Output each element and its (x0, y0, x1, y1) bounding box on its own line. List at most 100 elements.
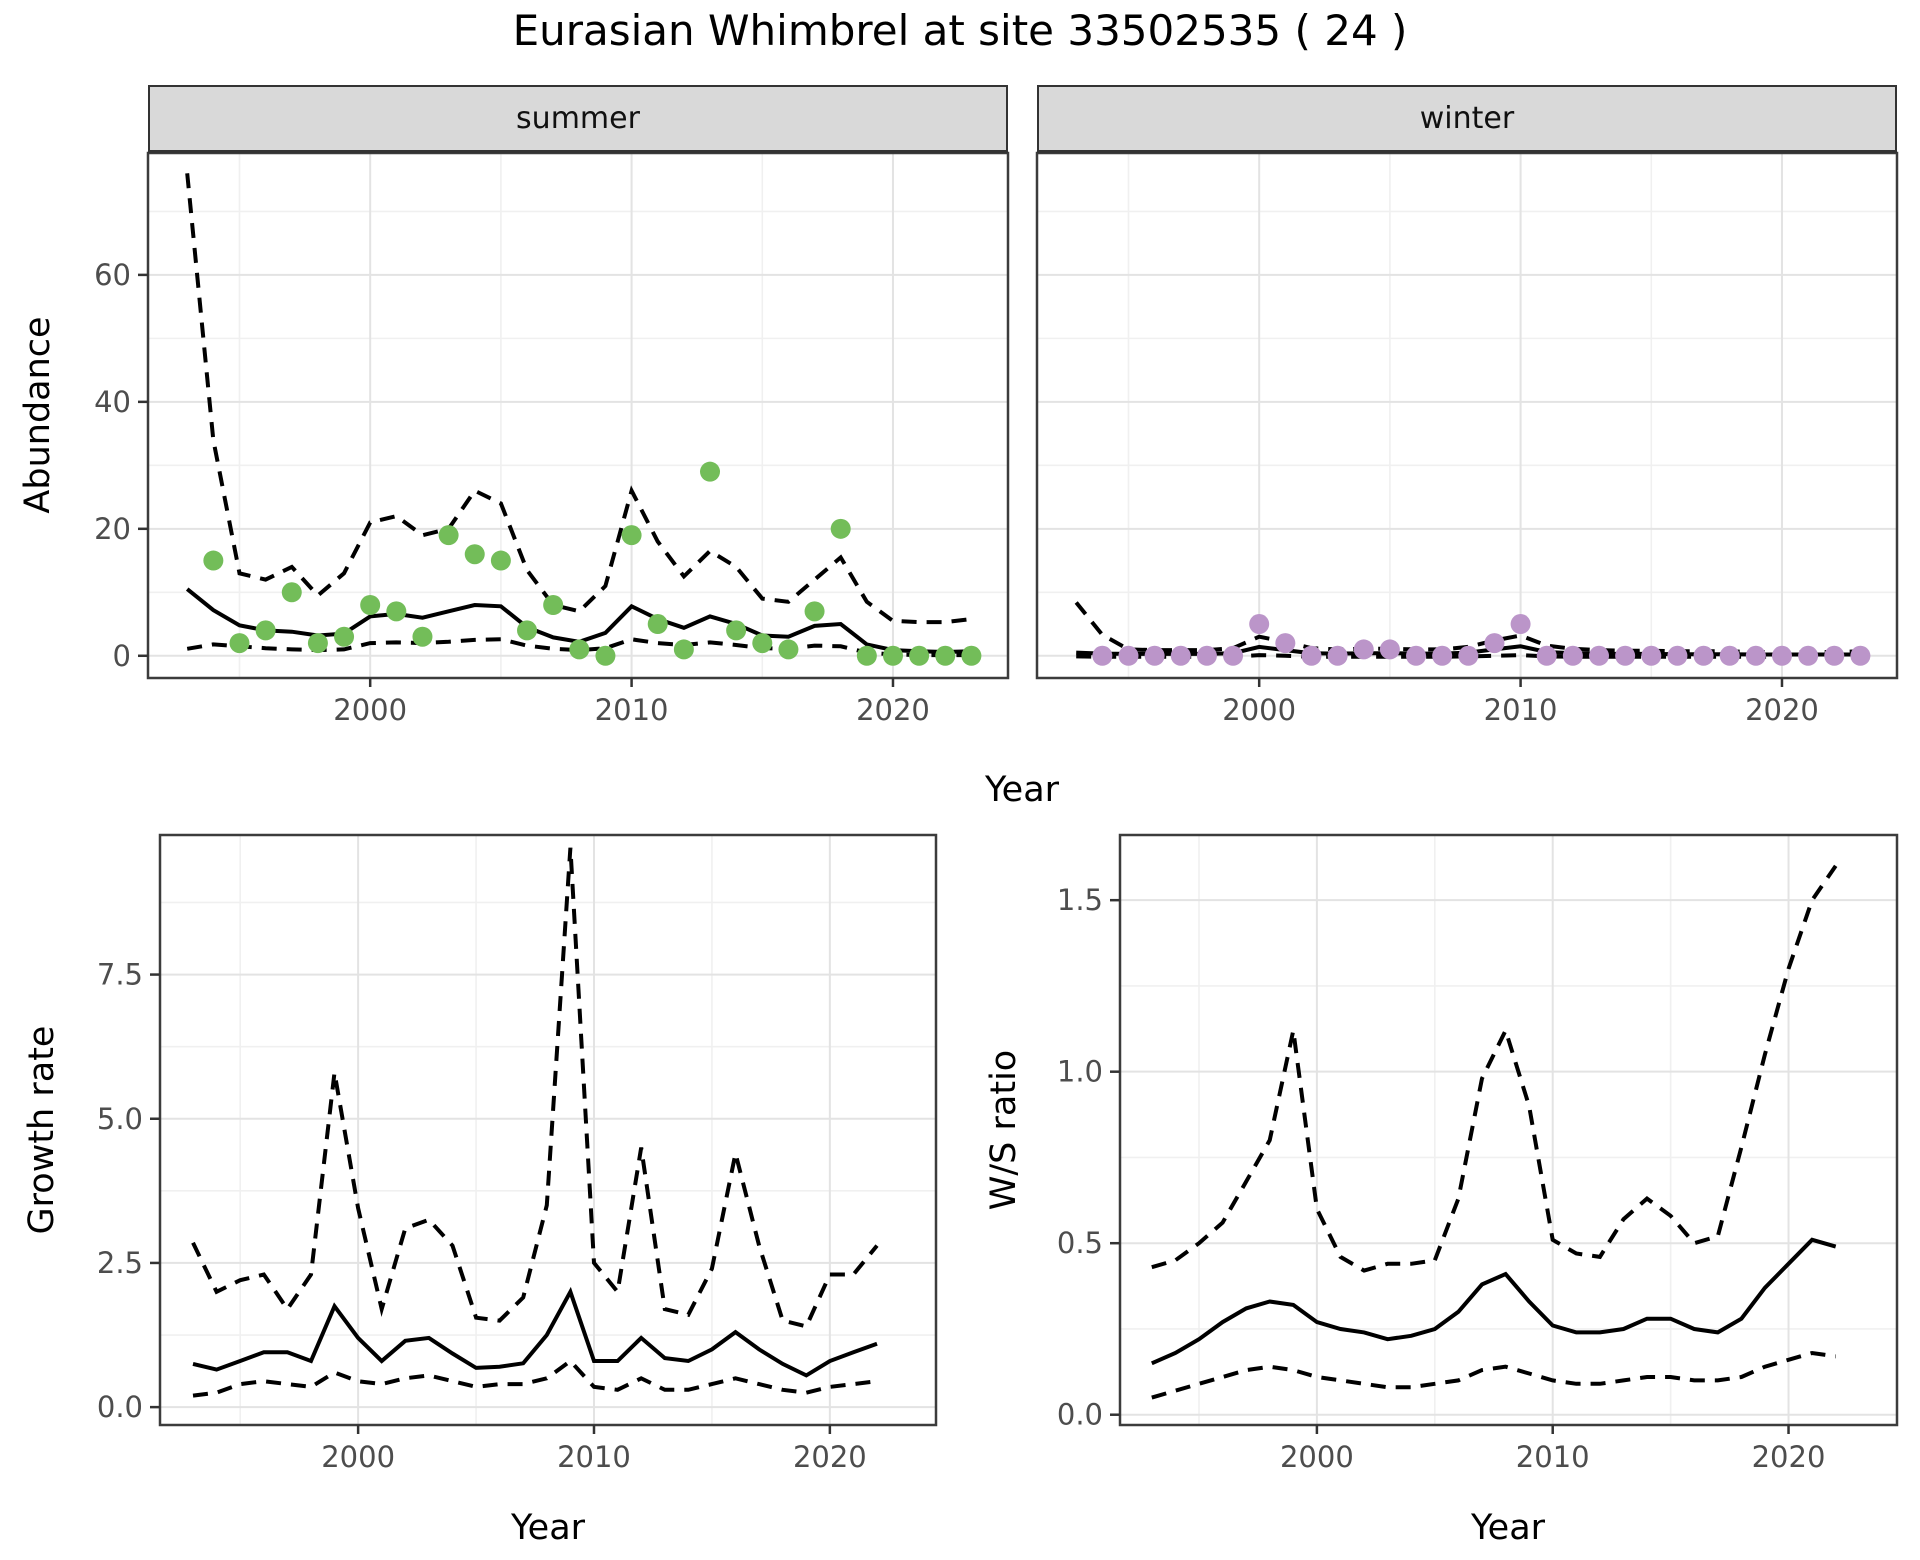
x-tick-label: 2000 (321, 1440, 395, 1474)
data-point (1562, 645, 1583, 666)
x-tick-label: 2020 (856, 693, 930, 727)
series-group (1151, 864, 1838, 1400)
panel-background (148, 153, 1008, 678)
data-point (1353, 639, 1374, 660)
x-tick-label: 2000 (1222, 693, 1296, 727)
x-tick-label: 2000 (333, 693, 407, 727)
data-point (804, 601, 825, 622)
data-point (1327, 645, 1348, 666)
data-point (1693, 645, 1714, 666)
y-tick-label: 0.5 (1057, 1226, 1103, 1260)
data-point (961, 645, 982, 666)
y-tick-label: 40 (94, 385, 131, 419)
data-point (647, 614, 668, 635)
y-tick-label: 7.5 (97, 958, 143, 992)
data-point (882, 645, 903, 666)
data-point (1484, 633, 1505, 654)
ci-upper-line (1151, 864, 1838, 1273)
data-point (1667, 645, 1688, 666)
x-tick-label: 2010 (557, 1440, 631, 1474)
panel-border (1035, 151, 1899, 680)
y-axis-title-growth-rate: Growth rate (22, 1025, 62, 1235)
data-point (1379, 639, 1400, 660)
data-point (255, 620, 276, 641)
data-point (281, 582, 302, 603)
data-point (1432, 645, 1453, 666)
y-axis-title-abundance: Abundance (18, 316, 58, 514)
data-point (569, 639, 590, 660)
ci-lower-line (1151, 1350, 1836, 1400)
data-point (438, 525, 459, 546)
data-point (1170, 645, 1191, 666)
panel-border (146, 151, 1010, 680)
ci-upper-line (185, 173, 972, 625)
data-point (334, 626, 355, 647)
x-tick-label: 2020 (1752, 1440, 1826, 1474)
data-point (752, 633, 773, 654)
x-tick-label: 2010 (1484, 693, 1558, 727)
data-point (203, 550, 224, 571)
x-tick-label: 2000 (1280, 1440, 1354, 1474)
data-point (1223, 645, 1244, 666)
data-point (1275, 633, 1296, 654)
panel-border (1118, 833, 1899, 1427)
data-point (700, 461, 721, 482)
data-point (360, 594, 381, 615)
data-point (1850, 645, 1871, 666)
data-point (1536, 645, 1557, 666)
data-point (1118, 645, 1139, 666)
y-tick-label: 20 (94, 512, 131, 546)
y-axis-title-ws-ratio: W/S ratio (984, 1049, 1024, 1211)
data-point (1641, 645, 1662, 666)
panel-background (1120, 835, 1897, 1425)
data-point (595, 645, 616, 666)
x-axis-title-top: Year (984, 770, 1060, 810)
data-point (621, 525, 642, 546)
data-point (726, 620, 747, 641)
y-tick-label: 60 (94, 258, 131, 292)
data-point (1092, 645, 1113, 666)
x-axis-title-ws: Year (1470, 1508, 1546, 1548)
data-point (1589, 645, 1610, 666)
panel-background (160, 835, 936, 1425)
data-point (1458, 645, 1479, 666)
data-point (1406, 645, 1427, 666)
x-tick-label: 2010 (1516, 1440, 1590, 1474)
data-point (1301, 645, 1322, 666)
data-point (909, 645, 930, 666)
data-point (307, 633, 328, 654)
x-axis-title-growth: Year (510, 1508, 586, 1548)
y-tick-label: 1.5 (1057, 883, 1103, 917)
data-point (778, 639, 799, 660)
data-point (830, 518, 851, 539)
series-group (1074, 601, 1871, 666)
data-point (543, 594, 564, 615)
data-point (856, 645, 877, 666)
data-point (517, 620, 538, 641)
data-point (490, 550, 511, 571)
fit-line (1151, 1237, 1837, 1366)
y-tick-label: 5.0 (97, 1102, 143, 1136)
data-point (1798, 645, 1819, 666)
x-tick-label: 2020 (1745, 693, 1819, 727)
data-point (935, 645, 956, 666)
data-point (1824, 645, 1845, 666)
data-point (229, 633, 250, 654)
x-tick-label: 2010 (595, 693, 669, 727)
facet-label-winter: winter (1419, 101, 1515, 136)
data-point (386, 601, 407, 622)
data-point (464, 544, 485, 565)
ci-lower-line (192, 1358, 878, 1398)
data-point (1196, 645, 1217, 666)
data-point (1249, 614, 1270, 635)
series-group (191, 847, 879, 1398)
data-point (1719, 645, 1740, 666)
ci-upper-line (191, 847, 879, 1329)
y-tick-label: 0 (113, 639, 131, 673)
data-point (673, 639, 694, 660)
data-point (1771, 645, 1792, 666)
series-group (185, 173, 982, 666)
figure-title: Eurasian Whimbrel at site 33502535 ( 24 … (512, 6, 1408, 55)
